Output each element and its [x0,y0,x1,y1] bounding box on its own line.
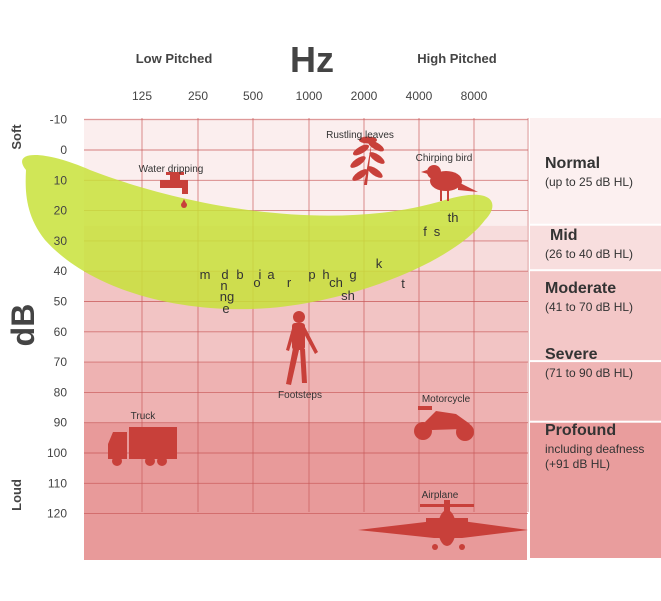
y-tick-90: 90 [54,416,68,430]
y-tick-70: 70 [54,355,68,369]
faucet-icon [160,172,188,208]
x-tick-labels: 125 250 500 1000 2000 4000 8000 [132,89,488,103]
phoneme-f: f [423,224,427,239]
zone-panel-profound [530,422,661,558]
zone-panel-moderate [530,271,661,361]
y-tick-10: 10 [54,173,68,187]
motorcycle-icon [414,406,474,441]
sound-label-truck: Truck [131,411,157,422]
low-pitched-label: Low Pitched [136,51,213,66]
y-tick--10: -10 [50,113,68,127]
phoneme-k: k [376,256,383,271]
y-tick-120: 120 [47,507,67,521]
phoneme-n: n [220,278,227,293]
sound-label-rustling-leaves: Rustling leaves [326,130,394,141]
x-tick-8000: 8000 [461,89,488,103]
y-tick-80: 80 [54,385,68,399]
grid-lines [84,118,529,515]
zone-panel-mid [530,225,661,270]
zone-subtitle2-profound: (+91 dB HL) [545,457,610,471]
x-tick-2000: 2000 [351,89,378,103]
zone-subtitle-mid: (26 to 40 dB HL) [545,247,633,261]
zone-title-profound: Profound [545,422,616,439]
person-icon [286,311,318,385]
sound-labels: Water dripping Rustling leaves Chirping bi… [131,130,473,501]
x-tick-500: 500 [243,89,263,103]
loud-label: Loud [9,479,24,511]
phoneme-h: h [322,267,329,282]
zone-panel-normal [530,118,661,224]
x-tick-125: 125 [132,89,152,103]
truck-icon [108,427,177,466]
y-tick-60: 60 [54,325,68,339]
phoneme-p: p [308,267,315,282]
phoneme-e: e [222,301,229,316]
phoneme-i: i [259,267,262,282]
zone-title-moderate: Moderate [545,280,616,297]
sound-label-footsteps: Footsteps [278,390,322,401]
sound-label-motorcycle: Motorcycle [422,394,471,405]
zone-title-normal: Normal [545,155,600,172]
y-tick-0: 0 [60,143,67,157]
phoneme-o: o [253,275,260,290]
x-tick-1000: 1000 [296,89,323,103]
phoneme-ch: ch [329,275,343,290]
sound-label-chirping-bird: Chirping bird [416,153,473,164]
phoneme-m: m [200,267,211,282]
y-tick-labels: -10 0 10 20 30 40 50 60 70 80 90 100 110 120 [47,113,67,521]
phoneme-ng: ng [220,289,234,304]
soft-label: Soft [9,124,24,150]
zone-panel-text: Normal (up to 25 dB HL) Mid (26 to 40 dB HL… [545,155,644,471]
phoneme-th: th [448,210,459,225]
sound-icons [108,136,528,550]
hz-label: Hz [290,39,334,80]
zone-panels [527,118,661,560]
bird-icon [421,165,478,201]
zone-subtitle-severe: (71 to 90 dB HL) [545,366,633,380]
sound-label-airplane: Airplane [422,490,459,501]
y-tick-50: 50 [54,295,68,309]
zone-subtitle-normal: (up to 25 dB HL) [545,175,633,189]
phoneme-r: r [287,275,292,290]
high-pitched-label: High Pitched [417,51,497,66]
speech-banana [22,155,493,310]
phoneme-g: g [349,267,356,282]
sound-label-water-dripping: Water dripping [139,164,204,175]
y-tick-20: 20 [54,204,68,218]
leaves-icon [350,136,385,185]
phoneme-d: d [221,267,228,282]
y-tick-40: 40 [54,264,68,278]
phoneme-s: s [434,224,441,239]
phoneme-a: a [267,267,275,282]
zone-panel-severe [530,362,661,421]
x-tick-250: 250 [188,89,208,103]
zone-subtitle-moderate: (41 to 70 dB HL) [545,300,633,314]
phoneme-sh: sh [341,288,355,303]
x-tick-4000: 4000 [406,89,433,103]
y-tick-30: 30 [54,234,68,248]
y-tick-110: 110 [48,476,67,490]
phoneme-b: b [236,267,243,282]
zone-title-severe: Severe [545,346,598,363]
phoneme-t: t [401,276,405,291]
airplane-icon [358,500,528,550]
zone-title-mid: Mid [550,227,578,244]
db-axis-title: dB [5,304,41,347]
zone-subtitle-profound: including deafness [545,442,644,456]
y-tick-100: 100 [47,446,67,460]
